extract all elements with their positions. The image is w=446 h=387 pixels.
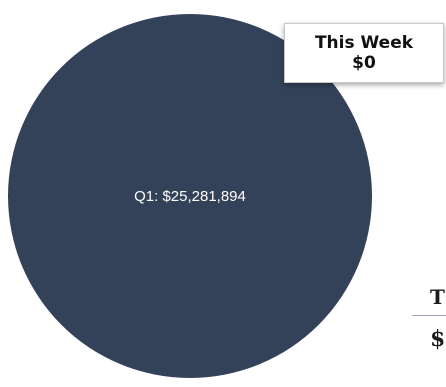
side-summary-label: T [430,285,445,309]
side-summary-value: $ [430,326,446,352]
side-summary-panel: T $ [412,283,446,354]
this-week-label: This Week [314,33,414,53]
this-week-value: $0 [352,53,376,73]
pie-labels: Q1: $25,281,894 [134,188,246,205]
this-week-card: This Week $0 [284,23,444,83]
pie-slice-label-0: Q1: $25,281,894 [134,188,246,205]
pie-slices [8,14,372,378]
side-summary-divider [412,315,446,316]
pie-slice-0[interactable] [8,14,372,378]
